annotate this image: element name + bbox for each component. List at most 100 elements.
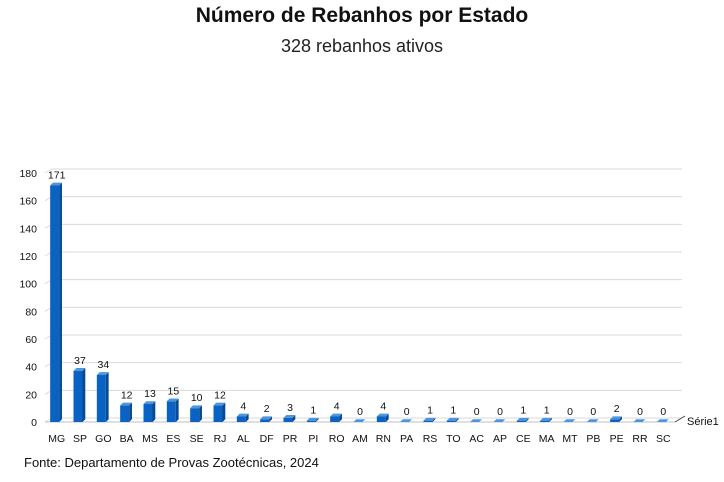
bar-top [586,419,599,422]
bar-top [353,419,366,422]
bar-side [269,416,272,422]
x-tick-label: PB [586,433,600,445]
bar-side [222,402,226,422]
bar-top [376,413,389,417]
x-tick-label: SE [190,433,204,445]
bar [166,401,176,422]
bar-top [236,413,249,417]
y-tick-label: 180 [19,168,37,180]
data-label: 4 [380,400,386,412]
bar-top [563,419,576,422]
x-tick-label: AM [352,433,368,445]
bar-side [59,182,62,422]
x-tick-label: AP [493,433,507,445]
bar-top [656,419,669,422]
bar-top [166,398,179,402]
y-tick-label: 60 [25,334,37,346]
x-tick-label: CE [516,433,531,445]
y-tick-label: 0 [31,417,37,429]
chart-title: Número de Rebanhos por Estado [195,4,529,27]
gridline-depth [44,168,53,174]
data-label: 0 [357,406,363,418]
data-label: 12 [214,389,226,401]
data-label: 0 [404,406,410,418]
x-tick-label: BA [120,433,134,445]
bar-side [315,417,319,422]
data-label: 2 [614,403,620,415]
bar-side [385,413,389,422]
y-tick-label: 80 [25,306,37,318]
x-tick-label: RN [376,433,391,445]
x-tick-label: DF [260,433,274,445]
legend-entry: Série1 [687,416,719,428]
bar-top [400,419,412,422]
x-tick-label: PA [400,433,413,445]
bar-top [306,417,319,421]
data-label: 4 [334,400,340,412]
x-tick-label: MG [48,433,65,445]
bar [260,419,270,422]
bar-side [339,413,342,422]
bar-top [50,182,62,186]
data-label: 3 [287,402,293,414]
bar [120,405,130,422]
bar [73,370,83,422]
data-label: 1 [520,405,526,417]
x-tick-label: AC [469,433,484,445]
data-label: 0 [660,406,666,418]
y-tick-label: 140 [19,223,37,235]
x-tick-label: MA [539,433,555,445]
data-label: 171 [48,169,66,181]
x-tick-label: PI [308,433,318,445]
x-tick-label: MT [562,433,578,445]
y-tick-label: 20 [25,389,37,401]
x-tick-label: MS [142,433,158,445]
bar-top [423,417,436,421]
data-label: 0 [567,406,573,418]
bar-top [96,372,109,375]
data-label: 1 [310,405,316,417]
bar [330,416,340,422]
bar-top [633,419,646,422]
bar [236,416,246,422]
bar [306,420,316,422]
bar [516,420,526,422]
bar-top [610,416,622,420]
x-tick-label: ES [166,433,180,445]
bar-side [455,417,459,422]
bar-side [525,417,529,422]
chart-source: Fonte: Departamento de Provas Zootécnica… [24,455,319,470]
bar-side [292,415,296,422]
bar-top [213,402,226,406]
bar-side [105,372,109,422]
bar-top [190,405,202,409]
y-tick-label: 100 [19,279,37,291]
data-label: 37 [74,355,86,367]
data-label: 1 [427,405,433,417]
bar-side [199,405,202,422]
data-label: 2 [264,403,270,415]
bar-top [283,415,296,418]
chart-subtitle: 328 rebanhos ativos [280,36,444,56]
bar [376,416,386,422]
bar-side [82,368,86,422]
bar-side [432,417,436,422]
x-tick-label: SP [73,433,87,445]
bar-side [549,417,552,422]
x-tick-label: RJ [214,433,227,445]
bar [283,417,293,422]
y-tick-label: 120 [19,251,37,263]
bar-top [120,402,132,406]
data-label: 10 [191,392,203,404]
data-label: 0 [497,406,503,418]
bar-top [446,417,459,421]
bar-top [260,416,272,420]
x-tick-label: PE [610,433,624,445]
bar [190,408,200,422]
x-tick-label: AL [237,433,250,445]
bar-side [152,401,156,422]
bar-side [245,413,249,422]
bar-top [330,413,342,417]
data-label: 1 [450,405,456,417]
bar [610,419,620,422]
